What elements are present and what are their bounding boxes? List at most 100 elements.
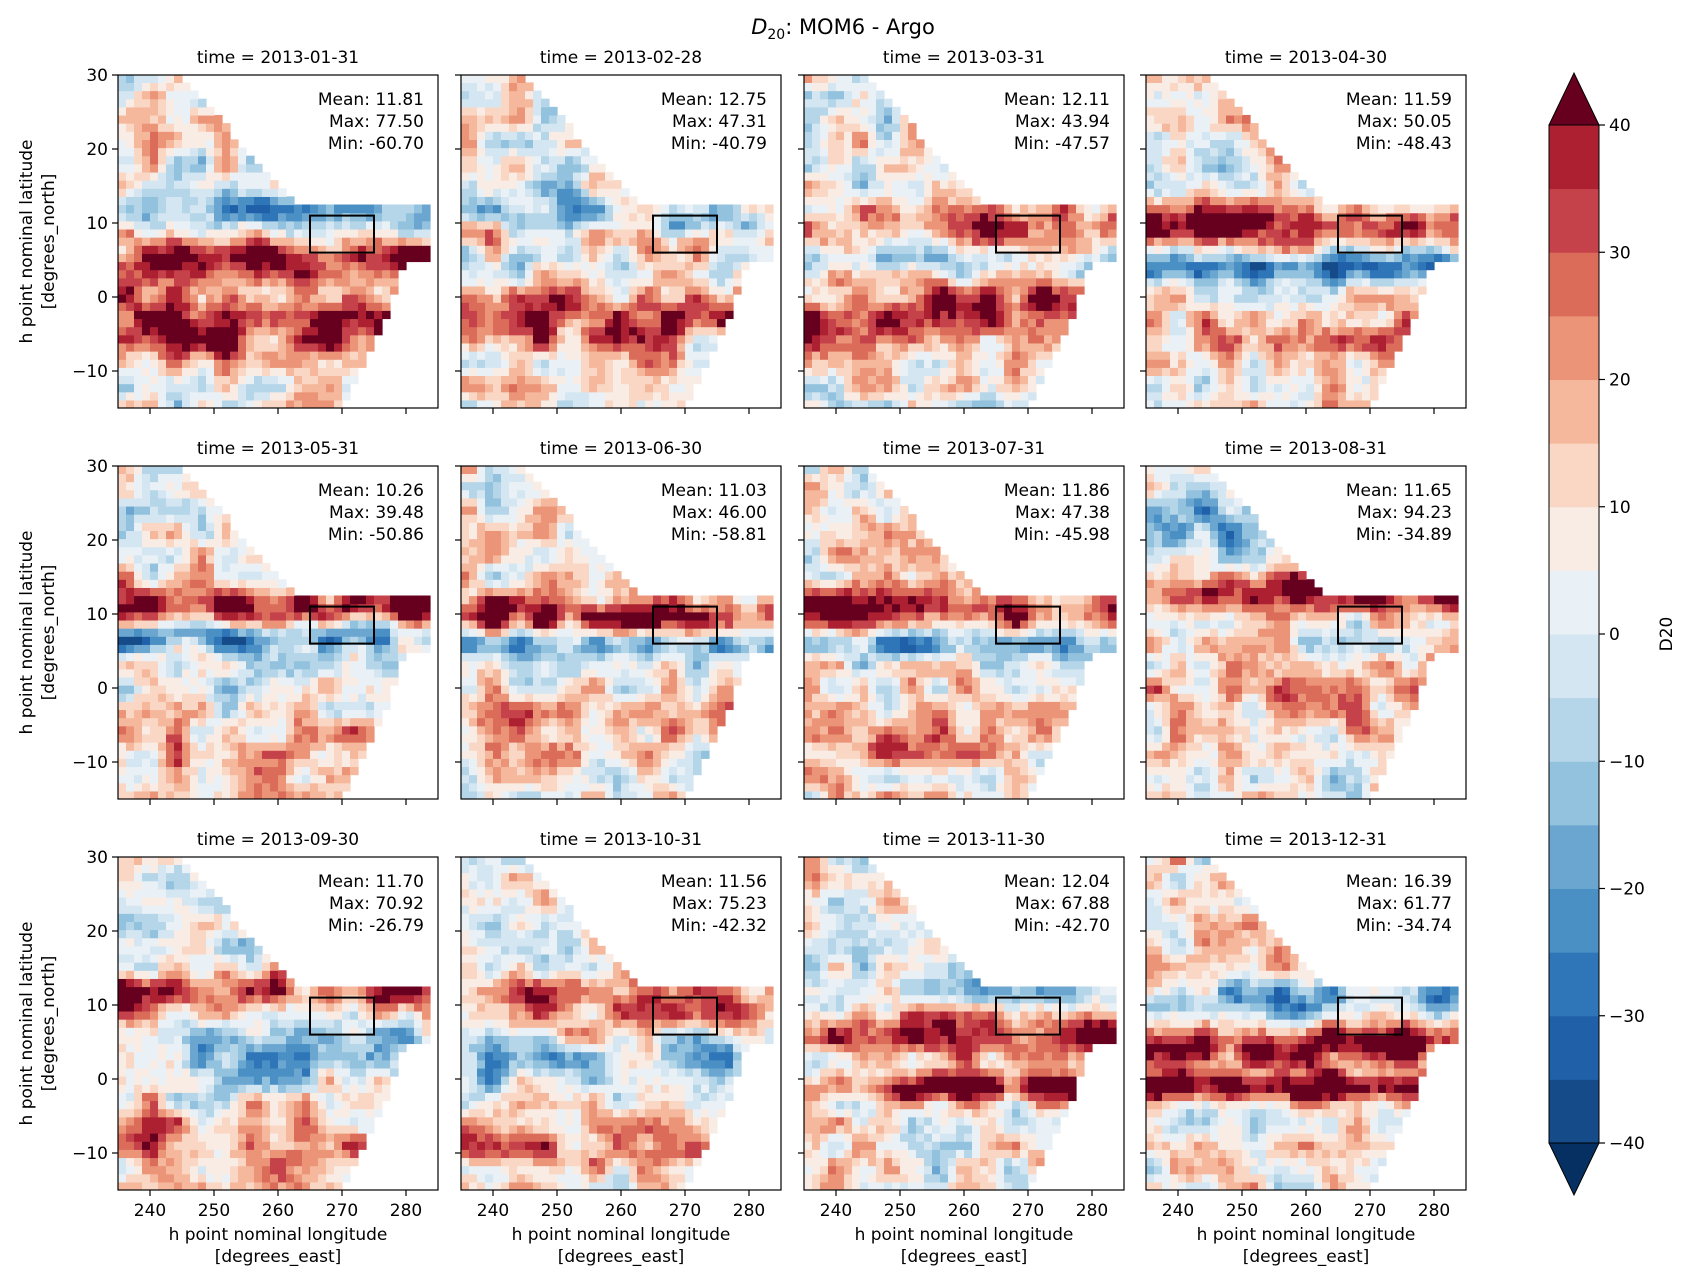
heatmap-cell [350, 261, 359, 271]
heatmap-cell [573, 196, 582, 206]
heatmap-cell [134, 709, 143, 719]
heatmap-cell [366, 285, 375, 295]
heatmap-cell [326, 750, 335, 759]
heatmap-cell [278, 245, 287, 254]
heatmap-cell [1186, 383, 1195, 393]
heatmap-cell [812, 302, 821, 311]
heatmap-cell [860, 196, 869, 206]
heatmap-cell [262, 318, 271, 328]
heatmap-cell [198, 693, 207, 702]
heatmap-cell [924, 220, 933, 230]
heatmap-cell [565, 375, 574, 385]
heatmap-cell [844, 98, 853, 108]
heatmap-cell [1146, 220, 1155, 230]
heatmap-cell [230, 269, 239, 279]
heatmap-cell [166, 758, 175, 768]
heatmap-cell [342, 294, 351, 303]
heatmap-cell [932, 204, 941, 214]
heatmap-cell [206, 261, 215, 271]
heatmap-cell [637, 342, 646, 352]
heatmap-cell [924, 147, 933, 157]
heatmap-cell [589, 310, 598, 320]
heatmap-cell [1298, 261, 1307, 271]
heatmap-cell [1202, 318, 1211, 328]
heatmap-cell [1338, 391, 1347, 401]
heatmap-cell [605, 277, 614, 287]
heatmap-cell [1386, 318, 1395, 328]
heatmap-cell [1202, 277, 1211, 287]
heatmap-cell [414, 253, 423, 263]
heatmap-cell [501, 90, 510, 100]
heatmap-cell [1076, 253, 1085, 263]
heatmap-cell [286, 383, 295, 393]
heatmap-cell [493, 326, 502, 336]
heatmap-cell [350, 245, 359, 254]
heatmap-cell [302, 758, 311, 768]
heatmap-cell [374, 302, 383, 311]
heatmap-cell [844, 326, 853, 336]
heatmap-cell [294, 399, 303, 408]
heatmap-cell [230, 725, 239, 735]
heatmap-cell [150, 228, 159, 238]
heatmap-cell [1386, 326, 1395, 336]
heatmap-cell [613, 228, 622, 238]
heatmap-cell [469, 188, 478, 197]
heatmap-cell [1370, 253, 1379, 263]
heatmap-cell [741, 204, 750, 214]
heatmap-cell [1314, 212, 1323, 222]
heatmap-cell [134, 701, 143, 711]
heatmap-cell [190, 212, 199, 222]
heatmap-cell [493, 180, 502, 189]
heatmap-cell [844, 285, 853, 295]
heatmap-cell [302, 766, 311, 776]
heatmap-cell [597, 367, 606, 377]
heatmap-cell [892, 171, 901, 181]
heatmap-cell [1282, 383, 1291, 393]
heatmap-cell [278, 237, 287, 246]
heatmap-cell [812, 294, 821, 303]
heatmap-cell [1028, 334, 1037, 344]
heatmap-cell [1282, 237, 1291, 246]
heatmap-cell [1012, 237, 1021, 246]
heatmap-cell [214, 245, 223, 254]
heatmap-cell [613, 310, 622, 320]
heatmap-cell [1322, 359, 1331, 368]
heatmap-cell [142, 82, 151, 92]
heatmap-cell [501, 359, 510, 368]
heatmap-cell [860, 90, 869, 100]
heatmap-cell [549, 334, 558, 344]
heatmap-cell [469, 334, 478, 344]
heatmap-cell [884, 147, 893, 157]
heatmap-cell [469, 196, 478, 206]
heatmap-cell [222, 383, 231, 393]
heatmap-cell [541, 253, 550, 263]
heatmap-cell [1298, 375, 1307, 385]
heatmap-cell [142, 782, 151, 792]
stat-label: Mean: 11.59 [1346, 90, 1452, 110]
heatmap-cell [1282, 171, 1291, 181]
heatmap-cell [262, 391, 271, 401]
heatmap-cell [1242, 326, 1251, 336]
heatmap-cell [318, 318, 327, 328]
heatmap-cell [972, 310, 981, 320]
heatmap-cell [206, 269, 215, 279]
heatmap-cell [828, 359, 837, 368]
heatmap-cell [964, 399, 973, 408]
heatmap-cell [812, 123, 821, 132]
heatmap-cell [477, 75, 486, 83]
heatmap-cell [158, 750, 167, 759]
heatmap-cell [1274, 155, 1283, 165]
heatmap-cell [206, 660, 215, 670]
heatmap-cell [302, 351, 311, 360]
heatmap-cell [254, 212, 263, 222]
heatmap-cell [804, 147, 813, 157]
heatmap-cell [390, 660, 399, 670]
heatmap-cell [860, 383, 869, 393]
heatmap-cell [118, 188, 127, 197]
heatmap-cell [334, 375, 343, 385]
heatmap-cell [565, 269, 574, 279]
heatmap-cell [1386, 237, 1395, 246]
heatmap-cell [222, 342, 231, 352]
heatmap-cell [980, 302, 989, 311]
heatmap-cell [310, 310, 319, 320]
